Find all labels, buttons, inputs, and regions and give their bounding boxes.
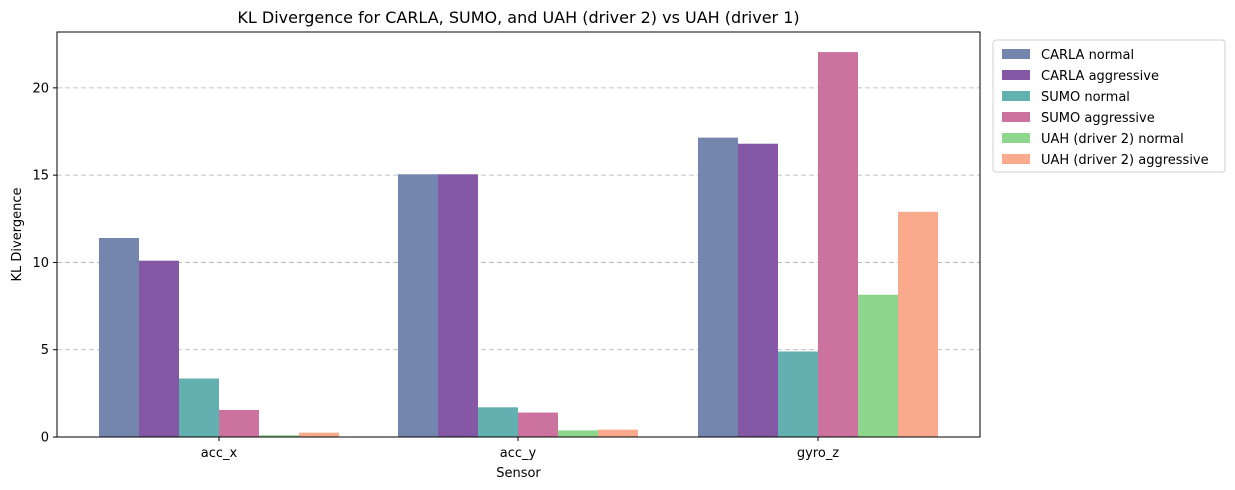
bar-acc_y-series-4 — [558, 430, 598, 437]
bars — [99, 52, 938, 438]
bar-gyro_z-series-5 — [898, 211, 938, 437]
y-axis-label: KL Divergence — [10, 188, 25, 282]
bar-gyro_z-series-3 — [818, 52, 858, 437]
legend-label: CARLA aggressive — [1041, 69, 1159, 84]
bar-gyro_z-series-0 — [698, 137, 738, 437]
bar-acc_y-series-1 — [438, 174, 478, 437]
legend-box — [992, 39, 1226, 173]
x-tick-label: acc_y — [500, 446, 537, 461]
legend-swatch — [1002, 70, 1030, 80]
x-axis-label: Sensor — [496, 466, 541, 481]
legend-label: UAH (driver 2) aggressive — [1041, 153, 1209, 168]
y-tick-label: 10 — [32, 256, 49, 271]
y-axis-ticks: 0 5 10 15 20 — [32, 81, 57, 446]
bar-acc_y-series-3 — [518, 412, 558, 437]
bar-gyro_z-series-4 — [858, 294, 898, 437]
y-tick-label: 20 — [32, 81, 49, 96]
legend-swatch — [1002, 91, 1030, 101]
legend: CARLA normal CARLA aggressive SUMO normal S… — [992, 39, 1226, 173]
legend-swatch — [1002, 49, 1030, 59]
bar-gyro_z-series-1 — [738, 143, 778, 438]
legend-swatch — [1002, 112, 1030, 122]
x-tick-label: gyro_z — [797, 446, 839, 461]
bar-acc_x-series-4 — [259, 435, 299, 437]
y-tick-label: 15 — [32, 169, 49, 184]
chart-title: KL Divergence for CARLA, SUMO, and UAH (… — [237, 8, 799, 27]
legend-label: UAH (driver 2) normal — [1041, 132, 1184, 147]
bar-acc_y-series-0 — [398, 174, 438, 437]
x-tick-label: acc_x — [201, 446, 238, 461]
y-tick-label: 5 — [41, 343, 49, 358]
x-axis-ticks: acc_x acc_y gyro_z — [201, 437, 839, 461]
legend-swatch — [1002, 154, 1030, 164]
bar-acc_y-series-5 — [598, 429, 638, 437]
legend-label: SUMO aggressive — [1041, 111, 1155, 126]
bar-acc_x-series-2 — [179, 378, 219, 437]
bar-acc_x-series-5 — [299, 432, 339, 437]
bar-acc_y-series-2 — [478, 407, 518, 437]
legend-label: CARLA normal — [1041, 48, 1134, 63]
bar-acc_x-series-1 — [139, 260, 179, 437]
bar-acc_x-series-3 — [219, 409, 259, 437]
bar-acc_x-series-0 — [99, 237, 139, 437]
bar-gyro_z-series-2 — [778, 351, 818, 437]
y-tick-label: 0 — [41, 431, 49, 446]
legend-swatch — [1002, 133, 1030, 143]
legend-label: SUMO normal — [1041, 90, 1130, 105]
